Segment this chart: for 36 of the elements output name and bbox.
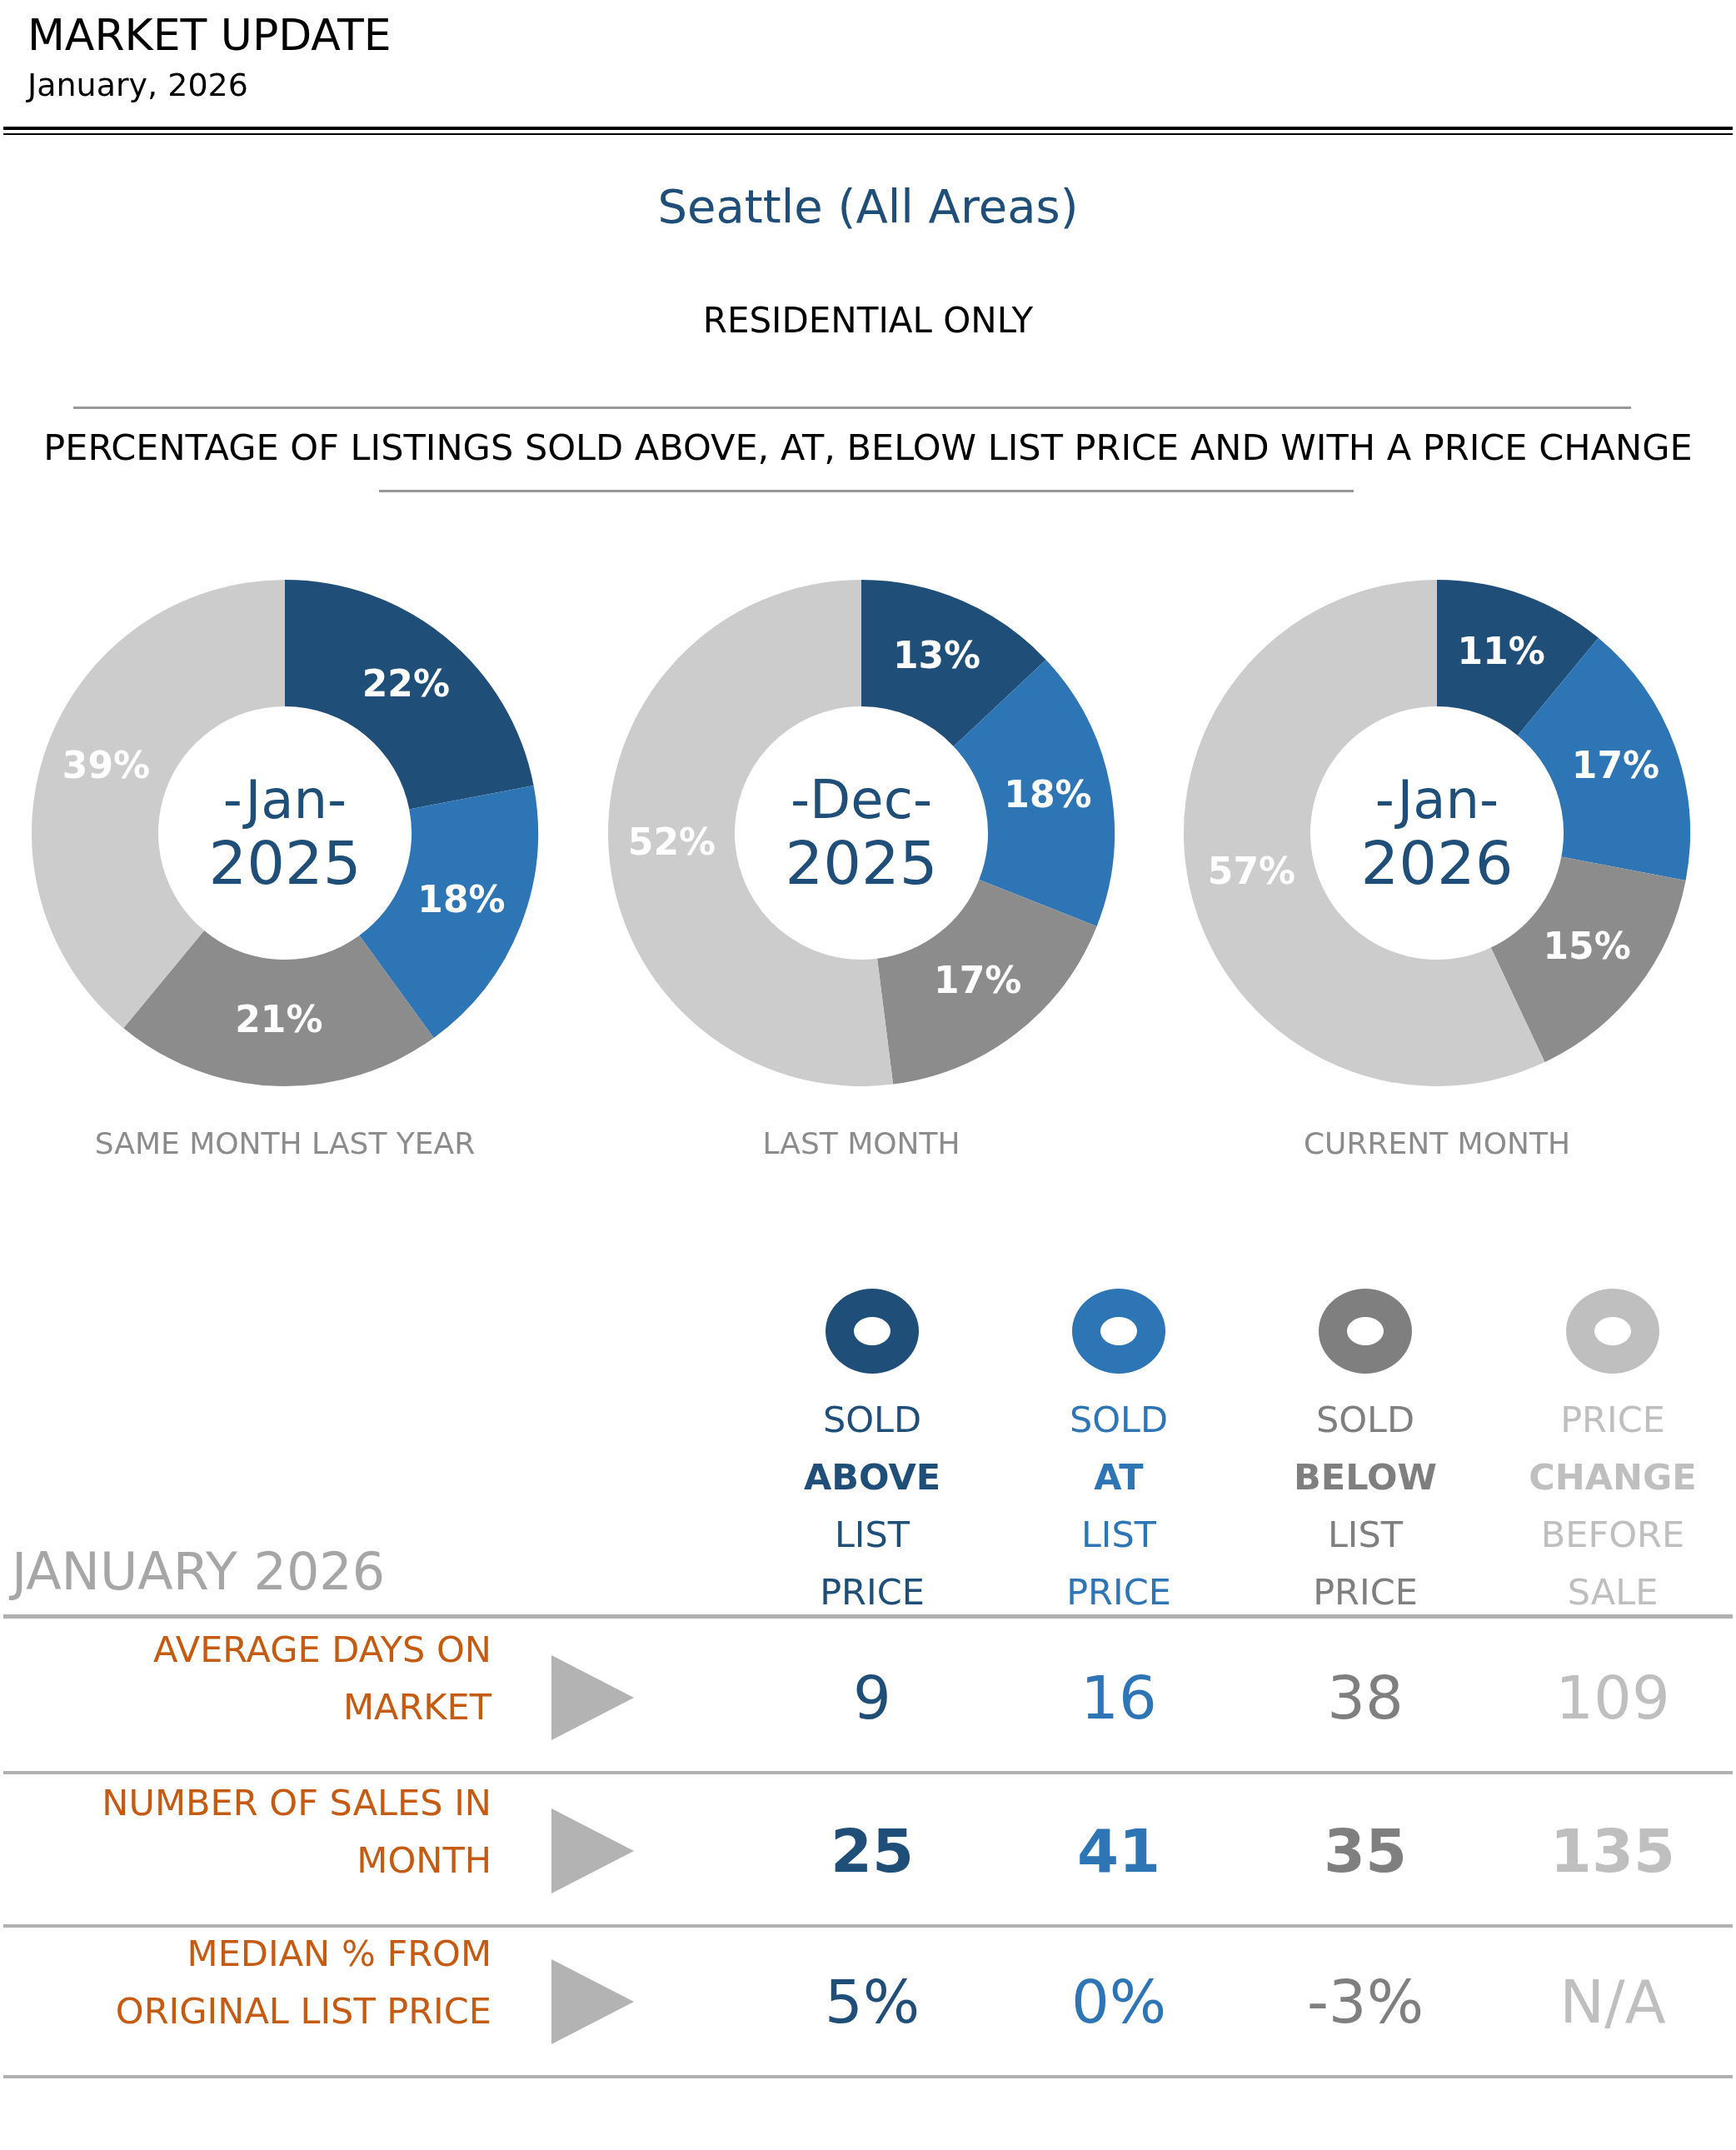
text: 25 xyxy=(830,1816,915,1886)
text: 135 xyxy=(1549,1816,1676,1886)
category-label: MEDIAN % FROM ORIGINAL LIST PRICE xyxy=(115,1933,491,2032)
data-label: 17% xyxy=(934,958,1022,1001)
category-label: SOLD AT LIST PRICE xyxy=(1065,1398,1172,1614)
text: January, 2026 xyxy=(27,67,248,103)
data-label: 21% xyxy=(235,998,323,1041)
category-label: AVERAGE DAYS ON MARKET xyxy=(153,1629,491,1728)
text: RESIDENTIAL ONLY xyxy=(701,300,1035,341)
text: CURRENT MONTH xyxy=(1303,1126,1571,1160)
category-label: PRICE CHANGE BEFORE SALE xyxy=(1528,1398,1698,1614)
text: Seattle (All Areas) xyxy=(656,179,1080,233)
text: 35 xyxy=(1323,1816,1408,1886)
data-label: 13% xyxy=(892,634,981,677)
data-label: 18% xyxy=(417,878,506,921)
data-label: 22% xyxy=(362,661,450,705)
category-label: NUMBER OF SALES IN MONTH xyxy=(102,1782,491,1881)
data-label: 11% xyxy=(1457,629,1545,672)
text: N/A xyxy=(1559,1967,1666,2037)
text: SAME MONTH LAST YEAR xyxy=(93,1126,476,1160)
text: 41 xyxy=(1076,1816,1161,1886)
data-label: 18% xyxy=(1004,772,1092,816)
data-label: 15% xyxy=(1543,925,1631,968)
data-label: 17% xyxy=(1571,744,1660,787)
text: 0% xyxy=(1070,1967,1167,2037)
category-label: SOLD BELOW LIST PRICE xyxy=(1293,1398,1438,1614)
text: 9 xyxy=(853,1663,891,1733)
category-label: SOLD ABOVE LIST PRICE xyxy=(802,1398,942,1614)
text: LAST MONTH xyxy=(761,1126,961,1160)
text: -3% xyxy=(1306,1967,1424,2037)
text: 109 xyxy=(1555,1663,1670,1733)
text: 38 xyxy=(1327,1663,1404,1733)
text: PERCENTAGE OF LISTINGS SOLD ABOVE, AT, BELOW LIST PRICE AND WITH A PRICE CHANGE xyxy=(42,427,1694,468)
text: 5% xyxy=(824,1967,920,2037)
text: 16 xyxy=(1080,1663,1157,1733)
text: MARKET UPDATE xyxy=(27,10,392,60)
